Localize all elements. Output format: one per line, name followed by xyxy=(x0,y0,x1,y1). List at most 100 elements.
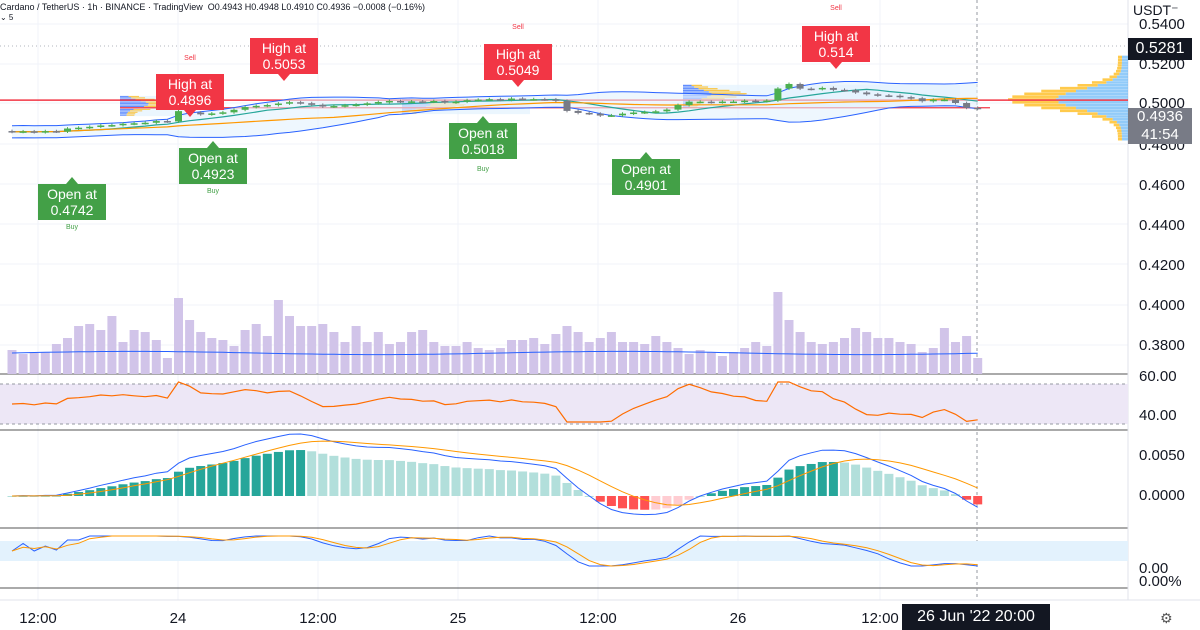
candle-body xyxy=(841,89,848,92)
profile-bar xyxy=(127,111,138,113)
candle-body xyxy=(918,98,926,102)
profile-bar xyxy=(1024,103,1066,107)
macd-pane xyxy=(7,433,983,516)
candle-body xyxy=(52,131,60,133)
volume-bar xyxy=(573,332,583,374)
high-annotation-4-text: High at xyxy=(814,28,858,44)
macd-histogram-bar xyxy=(229,460,239,496)
macd-histogram-bar xyxy=(351,458,361,496)
macd-histogram-bar xyxy=(440,466,450,496)
macd-histogram-bar xyxy=(706,493,716,496)
profile-bar xyxy=(1102,78,1113,81)
currency-label[interactable]: USDT⁻ xyxy=(1133,2,1179,18)
candle-body xyxy=(419,101,427,103)
profile-bar xyxy=(683,86,695,88)
macd-line xyxy=(11,433,978,516)
profile-bar xyxy=(698,88,718,90)
open-annotation-4-text: Open at xyxy=(621,161,671,177)
profile-bar xyxy=(1065,92,1128,96)
candles xyxy=(8,82,982,134)
open-annotation-2: Open at0.4923 Buy xyxy=(179,141,247,195)
profile-bar xyxy=(1109,75,1117,79)
macd-histogram-bar xyxy=(851,464,861,496)
stoch-pane xyxy=(0,535,1128,567)
candle-body xyxy=(940,99,948,102)
high-annotation-2-box xyxy=(250,38,318,74)
time-label: 12:00 xyxy=(861,610,899,627)
high-annotation-3-box xyxy=(484,44,552,80)
candle-body xyxy=(263,105,271,107)
bb-upper xyxy=(11,81,978,127)
macd-histogram-bar xyxy=(729,488,738,496)
open-annotation-2-box xyxy=(179,148,247,184)
profile-bar xyxy=(135,98,155,100)
profile-bar xyxy=(128,95,140,97)
macd-histogram-bar xyxy=(973,496,983,505)
profile-bar xyxy=(1106,81,1128,84)
bollinger-bands xyxy=(11,81,978,139)
volume-bar xyxy=(518,340,528,374)
gear-icon[interactable]: ⚙ xyxy=(1160,611,1173,627)
volume-bar xyxy=(318,324,328,374)
macd-histogram-bar xyxy=(340,457,350,496)
candle-body xyxy=(330,106,338,108)
volume-bar xyxy=(906,344,916,374)
profile-bar xyxy=(683,88,699,90)
volume-bar xyxy=(817,344,827,374)
macd-histogram-bar xyxy=(285,450,294,496)
volume-bar xyxy=(273,300,283,374)
macd-histogram-bar xyxy=(862,467,872,496)
high-annotation-3-text: 0.5049 xyxy=(497,62,540,78)
high-annotation-4: High at0.514 Sell xyxy=(802,5,870,69)
candle-body xyxy=(852,90,860,93)
volume-bar xyxy=(196,332,206,374)
volume-bar xyxy=(29,352,39,374)
candle-body xyxy=(496,99,504,101)
candle-body xyxy=(541,99,549,101)
profile-bar xyxy=(683,84,692,86)
macd-histogram-bar xyxy=(185,467,195,496)
candle-body xyxy=(175,111,182,122)
volume-bar xyxy=(629,342,639,374)
profile-bar xyxy=(1117,61,1122,64)
candle-body xyxy=(474,99,482,102)
profile-bar xyxy=(1113,72,1120,76)
volume-bar xyxy=(917,352,927,374)
candle-body xyxy=(252,105,260,108)
macd-histogram-bar xyxy=(129,482,139,496)
candle-body xyxy=(707,101,715,104)
candle-body xyxy=(674,105,682,110)
candle-body xyxy=(274,103,282,106)
open-annotation-4: Open at0.4901 xyxy=(612,152,680,195)
profile-bar xyxy=(133,108,151,110)
macd-histogram-bar xyxy=(384,460,394,496)
macd-histogram-bar xyxy=(884,473,894,496)
macd-histogram-bar xyxy=(174,471,183,496)
volume-bar xyxy=(384,344,394,374)
symbol-header[interactable]: Cardano / TetherUS · 1h · BINANCE · Trad… xyxy=(0,2,425,12)
macd-histogram-bar xyxy=(840,462,849,496)
high-annotation-1-signal-label: Sell xyxy=(184,55,196,62)
high-annotation-2-text: High at xyxy=(262,40,306,56)
profile-bar xyxy=(711,93,747,95)
volume-bar xyxy=(229,346,239,374)
volume-bar xyxy=(296,326,306,374)
profile-bar xyxy=(1106,115,1128,118)
profile-bar xyxy=(1121,64,1128,67)
profile-bar xyxy=(1097,84,1128,87)
collapse-toggle[interactable]: ⌄ 5 xyxy=(0,13,14,22)
volume-bar xyxy=(151,340,161,374)
profile-bar xyxy=(1117,67,1122,70)
macd-histogram-bar xyxy=(262,453,272,496)
profile-bar xyxy=(120,111,128,113)
symbol-line: Cardano / TetherUS · 1h · BINANCE · Trad… xyxy=(0,2,203,12)
macd-histogram-bar xyxy=(118,484,128,496)
open-annotation-3-text: 0.5018 xyxy=(462,141,505,157)
volume-bar xyxy=(118,342,128,374)
candle-body xyxy=(596,113,604,116)
volume-bar xyxy=(873,338,883,374)
candle-body xyxy=(563,100,571,111)
profile-bar xyxy=(1120,126,1128,130)
volume-bar xyxy=(529,338,539,374)
